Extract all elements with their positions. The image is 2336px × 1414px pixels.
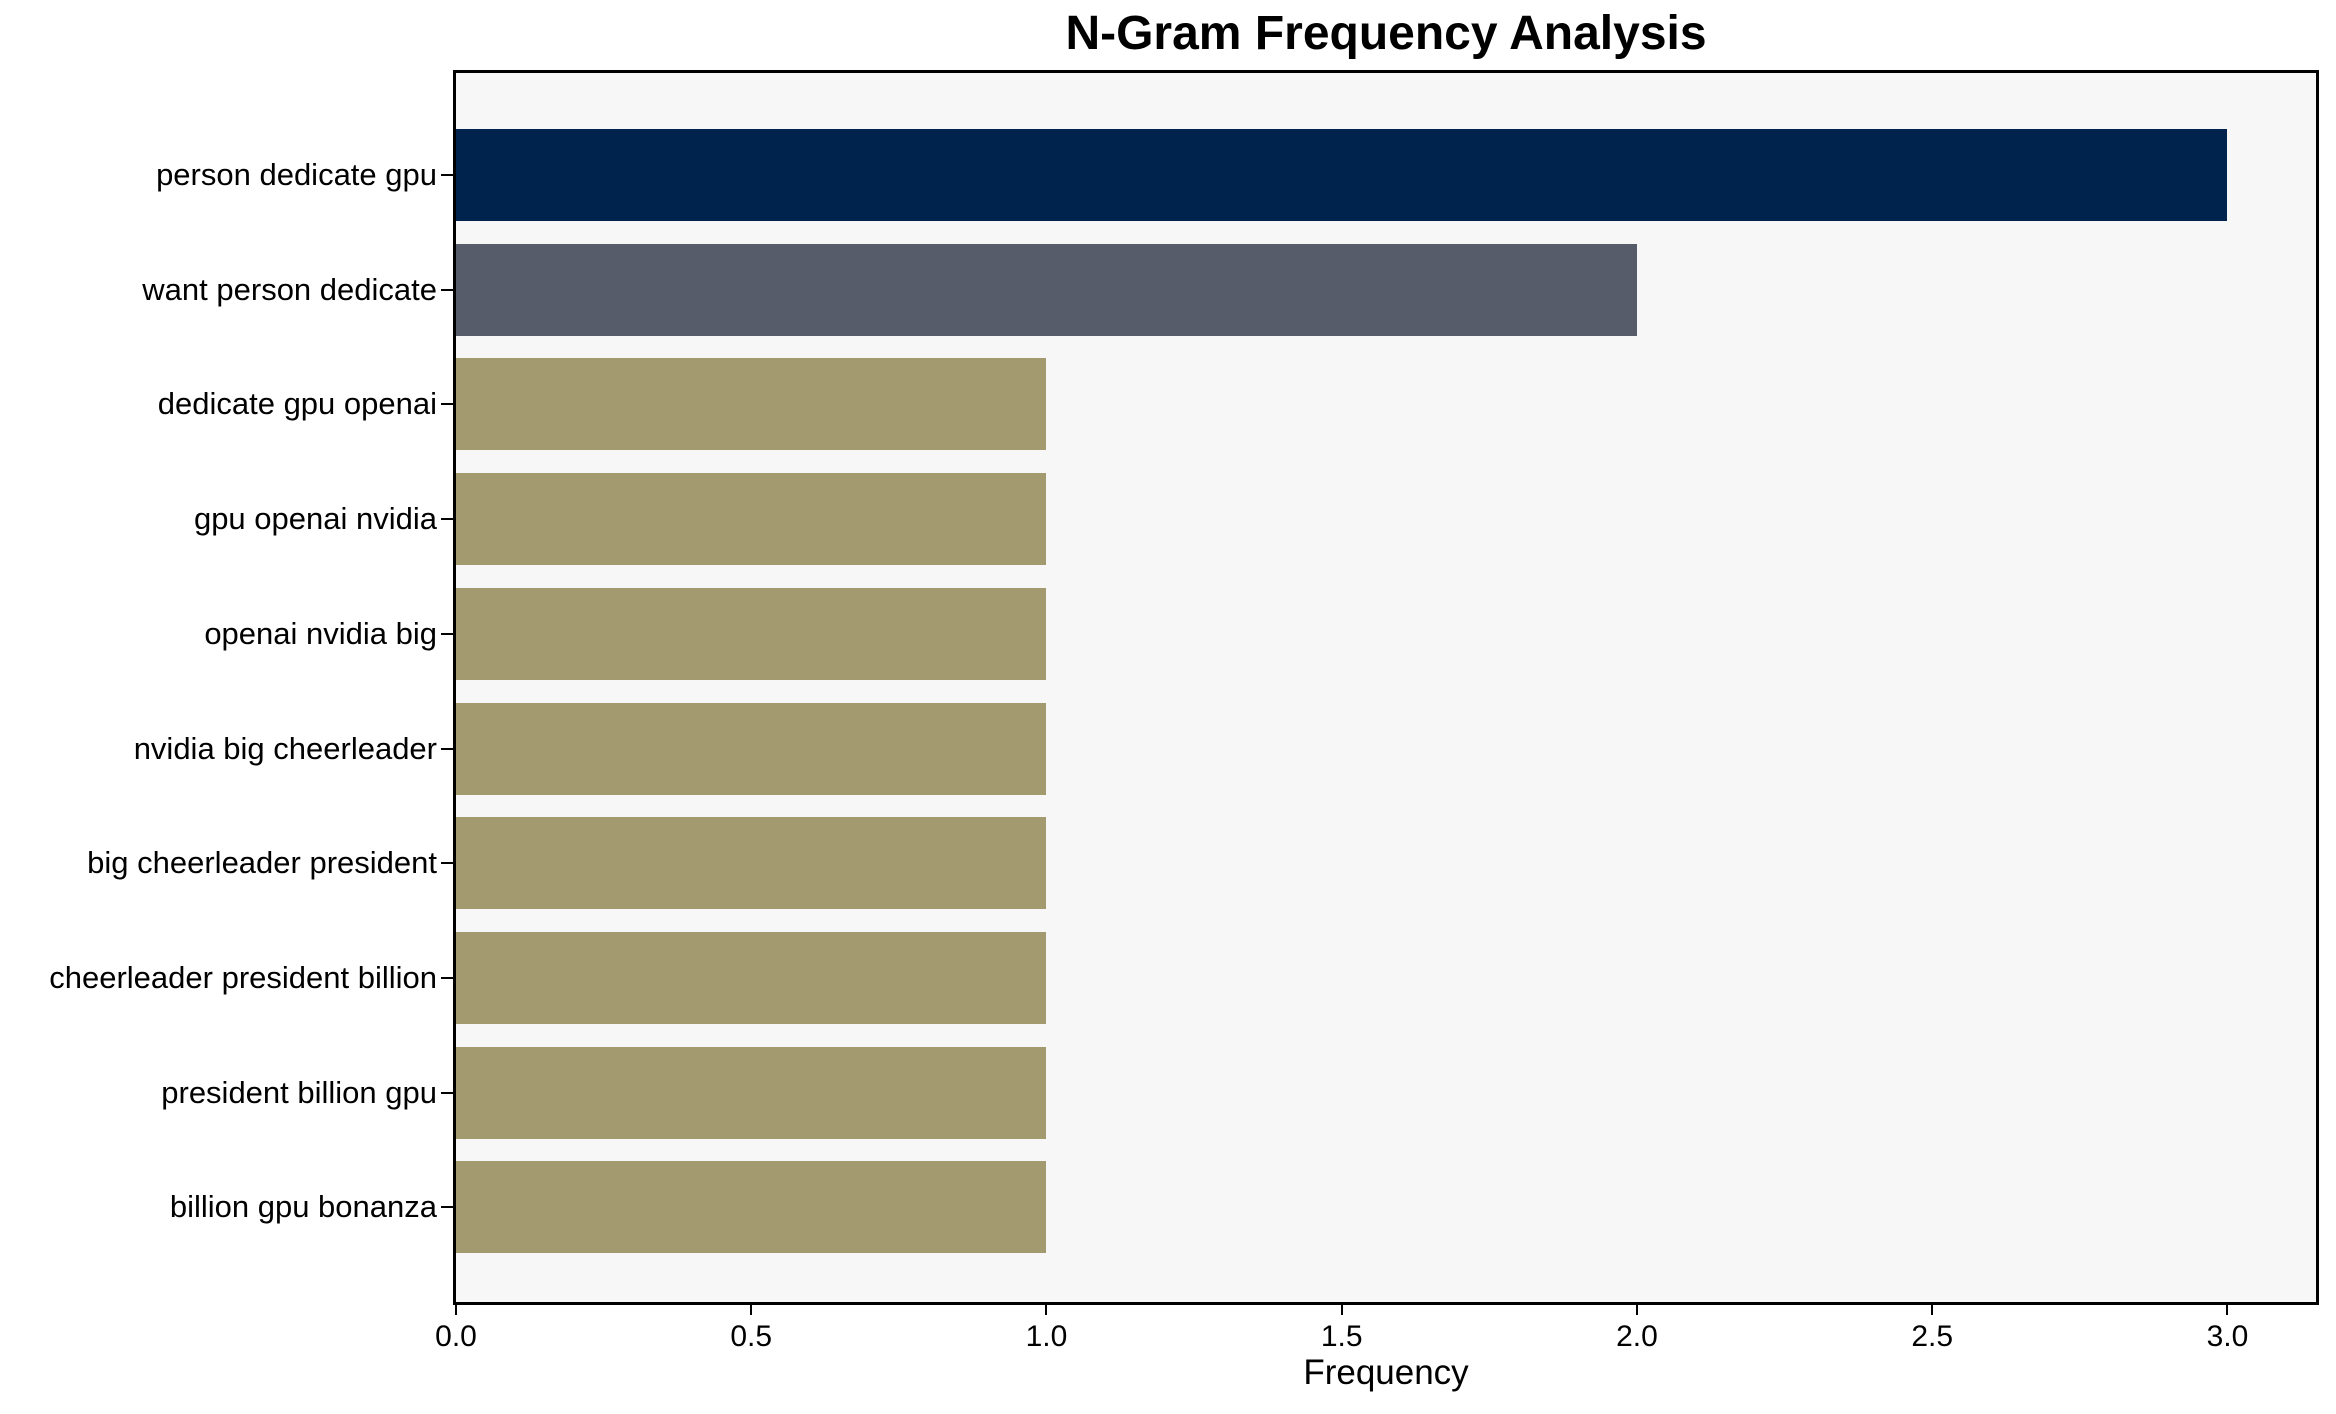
y-tick-mark (441, 976, 453, 979)
y-tick-mark (441, 632, 453, 635)
y-tick-label: openai nvidia big (204, 615, 437, 651)
y-tick-mark (441, 747, 453, 750)
bar-billion-gpu-bonanza (456, 1161, 1047, 1254)
x-tick-label: 0.5 (730, 1320, 773, 1353)
bar-president-billion-gpu (456, 1046, 1047, 1139)
bar-cheerleader-president-billion (456, 931, 1047, 1024)
x-tick-label: 2.5 (1911, 1320, 1954, 1353)
x-tick-mark (750, 1305, 753, 1315)
y-tick-label: cheerleader president billion (49, 959, 437, 995)
x-tick-mark (455, 1305, 457, 1315)
y-tick-mark (441, 1206, 453, 1209)
y-tick-mark (441, 403, 453, 406)
y-tick-label: nvidia big cheerleader (133, 730, 437, 766)
bar-person-dedicate-gpu (456, 129, 2228, 221)
plot-area: person dedicate gpu want person dedicate d… (49, 70, 2319, 1353)
y-tick-label: big cheerleader president (87, 845, 437, 881)
x-tick-label: 1.5 (1320, 1320, 1363, 1353)
y-tick-mark (441, 518, 453, 521)
bar-big-cheerleader-president (456, 817, 1047, 910)
y-tick-label: billion gpu bonanza (169, 1189, 437, 1225)
bar-dedicate-gpu-openai (456, 358, 1047, 451)
y-tick-label: dedicate gpu openai (157, 386, 437, 422)
y-tick-label: person dedicate gpu (156, 157, 437, 192)
y-tick-mark (441, 288, 453, 291)
x-tick-label: 2.0 (1616, 1320, 1658, 1353)
y-tick-mark (441, 174, 453, 176)
x-tick-mark (1635, 1305, 1638, 1315)
chart-title: N-Gram Frequency Analysis (1065, 7, 1707, 60)
x-axis-label: Frequency (1303, 1353, 1469, 1392)
y-tick-mark (441, 862, 453, 865)
x-tick-label: 3.0 (2206, 1320, 2249, 1353)
bar-openai-nvidia-big (456, 587, 1047, 680)
x-tick-label: 1.0 (1025, 1320, 1068, 1353)
x-tick-mark (2226, 1305, 2229, 1315)
x-tick-mark (1045, 1305, 1048, 1315)
y-tick-label: president billion gpu (161, 1074, 437, 1110)
x-tick-mark (1931, 1305, 1934, 1315)
y-tick-label: gpu openai nvidia (193, 501, 437, 537)
y-tick-mark (441, 1091, 453, 1094)
x-tick-label: 0.0 (435, 1320, 477, 1353)
bar-gpu-openai-nvidia (456, 473, 1047, 566)
y-tick-label: want person dedicate (142, 271, 437, 307)
bar-nvidia-big-cheerleader (456, 702, 1047, 795)
x-tick-mark (1340, 1305, 1343, 1315)
bar-want-person-dedicate (456, 243, 1637, 336)
